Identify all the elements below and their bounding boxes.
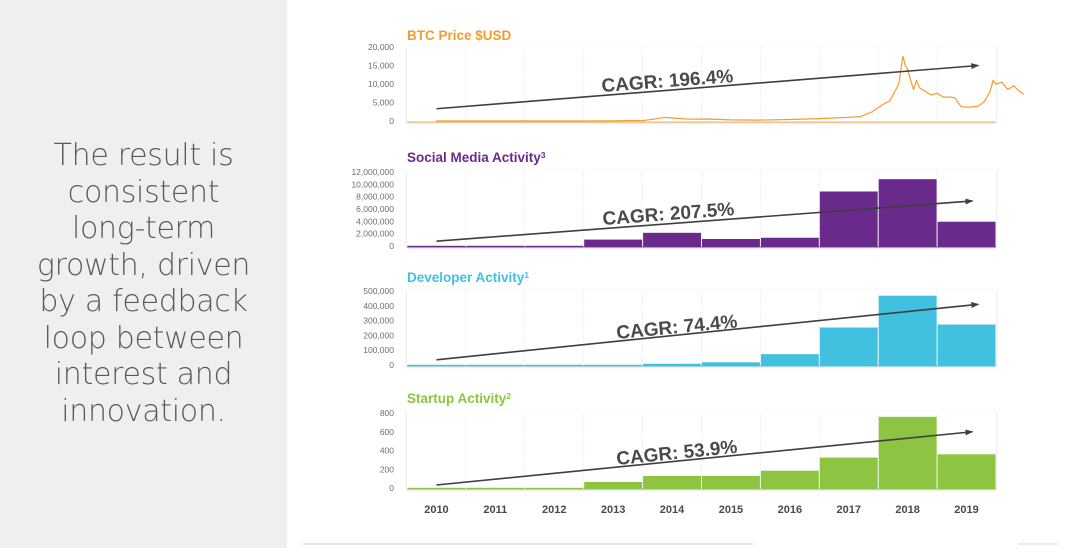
y-tick-label: 5,000 [373, 98, 395, 108]
bar-2018 [878, 416, 937, 489]
x-tick-label-2019: 2019 [954, 504, 978, 516]
chart-title: Social Media Activity3 [407, 150, 546, 165]
y-tick-label: 300,000 [363, 316, 394, 326]
chart-developer-activity: Developer Activity1 0 100,000 200,000 300,00… [363, 270, 996, 370]
page-number [1018, 543, 1058, 545]
bar-2013 [584, 239, 643, 247]
bar-2018 [878, 179, 937, 247]
x-tick-label-2013: 2013 [601, 504, 625, 516]
bar-2015 [702, 475, 760, 489]
x-tick-label-2015: 2015 [719, 504, 743, 516]
chart-title: Developer Activity1 [407, 270, 529, 285]
bar-2016 [760, 354, 819, 366]
y-tick-label: 2,000,000 [356, 229, 394, 239]
y-tick-label: 6,000,000 [356, 204, 394, 214]
bar-2014 [643, 475, 701, 489]
y-tick-label: 100,000 [363, 345, 394, 355]
bar-2017 [819, 327, 878, 366]
footnote-marker: 1 [524, 270, 529, 280]
y-tick-label: 400 [380, 446, 394, 456]
trend-arrow [436, 63, 980, 110]
chart-title: BTC Price $USD [407, 28, 512, 43]
statement-line: consistent [67, 174, 220, 210]
bar-2014 [643, 232, 701, 247]
year-axis: 2010 2011 2012 2013 2014 2015 2016 2017 2018 2019 [424, 504, 979, 516]
chart-title: Startup Activity2 [407, 391, 511, 406]
y-tick-label: 4,000,000 [356, 216, 394, 226]
x-tick-label-2018: 2018 [895, 504, 919, 516]
x-tick-label-2014: 2014 [660, 504, 685, 516]
y-tick-label: 0 [389, 241, 394, 251]
trend-arrow [436, 198, 974, 242]
statement-line: interest and [54, 357, 233, 392]
x-tick-label-2017: 2017 [837, 504, 861, 516]
bar-2014 [643, 363, 701, 366]
bar-2016 [760, 237, 819, 247]
statement-line: long-term [71, 211, 216, 246]
y-tick-label: 8,000,000 [356, 192, 394, 202]
bar-2019 [937, 324, 996, 366]
x-tick-label-2012: 2012 [542, 504, 566, 516]
price-line [436, 55, 1025, 122]
footnote-text [303, 543, 753, 545]
charts-panel: BTC Price $USD05,00010,00015,00020,000CA… [351, 28, 1025, 516]
y-tick-label: 800 [380, 408, 394, 418]
bar-2013 [584, 481, 643, 489]
y-tick-label: 0 [389, 483, 394, 493]
footnote-marker: 2 [506, 391, 511, 401]
chart-btc-price-usd: BTC Price $USD05,00010,00015,00020,000CA… [368, 28, 1025, 126]
y-tick-label: 15,000 [368, 61, 394, 71]
y-tick-label: 600 [380, 427, 394, 437]
y-tick-label: 12,000,000 [351, 167, 394, 177]
bar-2018 [878, 295, 937, 366]
y-tick-label: 200,000 [363, 330, 394, 340]
bar-2019 [937, 221, 996, 247]
statement-text: The result is consistent long-term growt… [0, 138, 287, 430]
footnote-marker: 3 [541, 150, 546, 160]
y-tick-label: 10,000,000 [351, 179, 394, 189]
bar-2017 [819, 191, 878, 247]
y-tick-label: 400,000 [363, 301, 394, 311]
statement-line: innovation. [61, 393, 226, 429]
x-tick-label-2011: 2011 [483, 504, 507, 516]
bar-2019 [937, 454, 996, 489]
statement-line: loop between [43, 320, 244, 356]
bar-2015 [702, 362, 760, 366]
statement-line: by a feedback [39, 284, 248, 319]
left-panel: The result is consistent long-term growt… [0, 0, 287, 548]
bar-2015 [702, 238, 760, 247]
x-tick-label-2010: 2010 [424, 504, 448, 516]
y-tick-label: 500,000 [363, 286, 394, 296]
statement-line: growth, driven [36, 247, 251, 283]
y-tick-label: 200 [380, 464, 394, 474]
trend-arrow [436, 429, 974, 486]
bar-2017 [819, 457, 878, 489]
y-tick-label: 20,000 [368, 42, 394, 52]
x-tick-label-2016: 2016 [778, 504, 802, 516]
bar-2016 [760, 470, 819, 489]
chart-social-media-activity: Social Media Activity3 0 2,000,000 4,000,00… [351, 150, 996, 251]
y-tick-label: 10,000 [368, 79, 394, 89]
statement-line: The result is [53, 138, 234, 173]
y-tick-label: 0 [389, 116, 394, 126]
trend-arrow [436, 302, 980, 361]
y-tick-label: 0 [389, 360, 394, 370]
